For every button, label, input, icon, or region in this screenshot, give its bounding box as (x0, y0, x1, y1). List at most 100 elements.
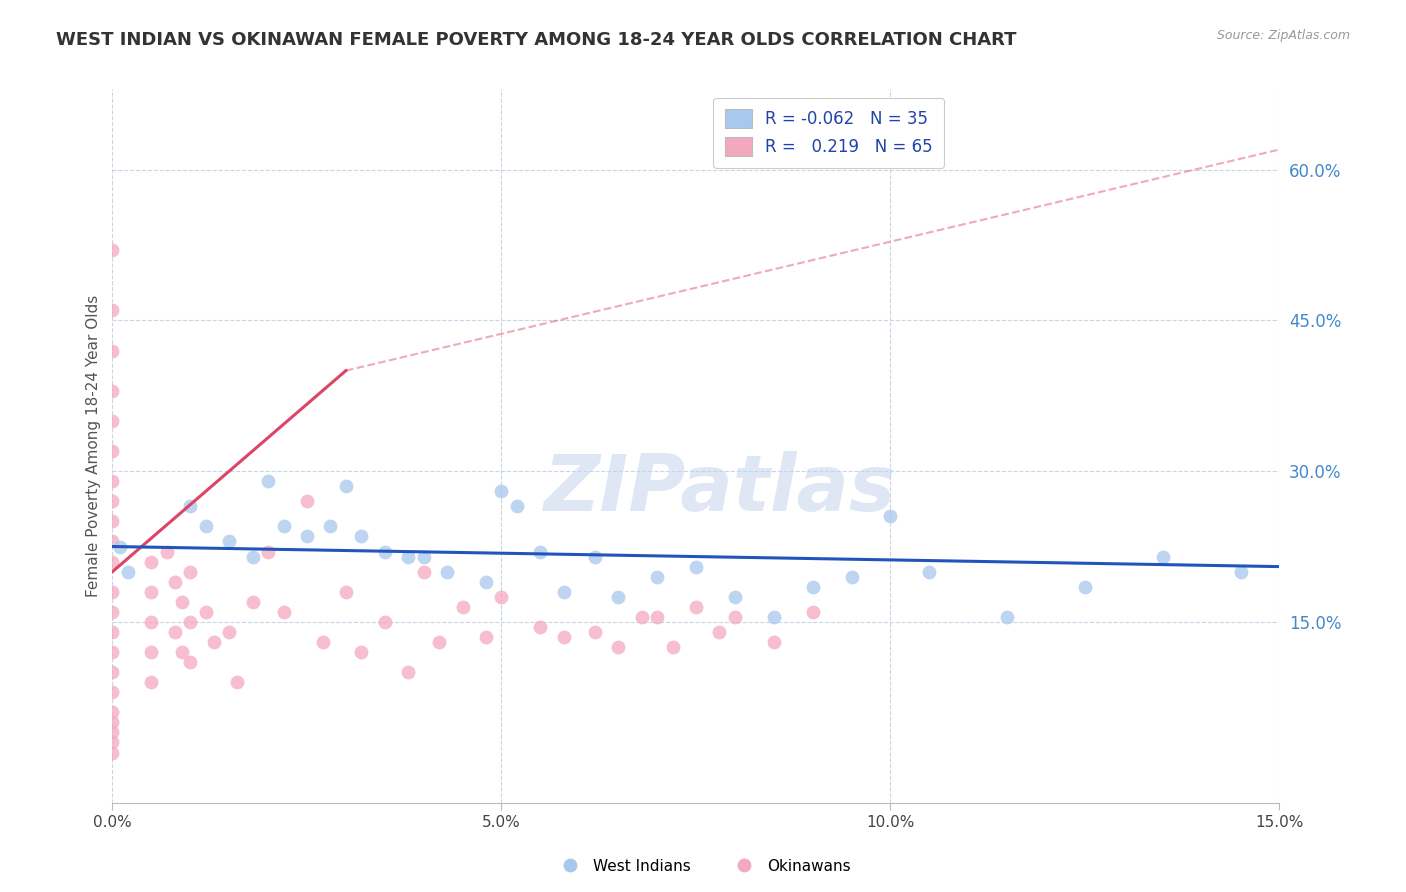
Point (141, 615, 163, 629)
Point (101, 303, 124, 318)
Point (141, 584, 163, 599)
Point (1074, 580, 1097, 594)
Point (110, 540, 132, 554)
Point (475, 574, 498, 589)
Point (101, 243, 124, 257)
Point (295, 529, 318, 543)
Point (645, 610, 668, 624)
Point (202, 635, 225, 649)
Point (374, 615, 396, 629)
Point (101, 746, 124, 760)
Point (801, 605, 824, 619)
Point (879, 509, 901, 524)
Point (918, 565, 941, 579)
Point (841, 569, 863, 583)
Point (583, 549, 606, 564)
Legend: West Indians, Okinawans: West Indians, Okinawans (548, 853, 858, 880)
Point (724, 610, 747, 624)
Point (101, 725, 124, 739)
Point (295, 494, 318, 508)
Point (427, 635, 450, 649)
Point (475, 630, 498, 644)
Point (529, 544, 551, 558)
Point (491, 484, 513, 499)
Point (724, 590, 747, 604)
Point (218, 624, 240, 639)
Point (661, 640, 683, 654)
Point (709, 624, 731, 639)
Point (101, 735, 124, 749)
Point (396, 549, 419, 564)
Point (257, 544, 280, 558)
Point (163, 574, 186, 589)
Y-axis label: Female Poverty Among 18-24 Year Olds: Female Poverty Among 18-24 Year Olds (86, 295, 101, 597)
Point (583, 624, 606, 639)
Text: Source: ZipAtlas.com: Source: ZipAtlas.com (1216, 29, 1350, 42)
Point (101, 515, 124, 529)
Point (141, 645, 163, 659)
Point (101, 534, 124, 549)
Point (101, 715, 124, 730)
Point (101, 384, 124, 398)
Point (101, 343, 124, 358)
Point (553, 584, 575, 599)
Point (101, 665, 124, 680)
Point (374, 544, 396, 558)
Point (179, 615, 201, 629)
Point (645, 569, 668, 583)
Point (412, 565, 434, 579)
Point (350, 529, 373, 543)
Point (311, 635, 333, 649)
Point (179, 500, 201, 514)
Point (141, 675, 163, 690)
Point (156, 544, 179, 558)
Point (194, 519, 217, 533)
Point (273, 519, 295, 533)
Point (179, 565, 201, 579)
Point (273, 605, 295, 619)
Point (762, 610, 785, 624)
Point (242, 549, 264, 564)
Point (995, 610, 1018, 624)
Point (101, 685, 124, 699)
Point (141, 555, 163, 569)
Point (194, 605, 217, 619)
Point (630, 610, 652, 624)
Point (436, 565, 458, 579)
Point (226, 675, 249, 690)
Point (101, 474, 124, 488)
Point (685, 559, 707, 574)
Point (179, 655, 201, 669)
Point (553, 630, 575, 644)
Point (101, 494, 124, 508)
Point (762, 635, 785, 649)
Point (319, 519, 342, 533)
Point (506, 500, 529, 514)
Point (101, 645, 124, 659)
Point (172, 595, 194, 609)
Point (257, 474, 280, 488)
Point (101, 444, 124, 458)
Point (350, 645, 373, 659)
Text: ZIPatlas: ZIPatlas (543, 450, 896, 527)
Point (1152, 549, 1174, 564)
Point (529, 620, 551, 634)
Text: WEST INDIAN VS OKINAWAN FEMALE POVERTY AMONG 18-24 YEAR OLDS CORRELATION CHART: WEST INDIAN VS OKINAWAN FEMALE POVERTY A… (56, 31, 1017, 49)
Point (218, 534, 240, 549)
Point (101, 584, 124, 599)
Point (607, 590, 630, 604)
Point (163, 624, 186, 639)
Point (607, 640, 630, 654)
Point (172, 645, 194, 659)
Point (101, 555, 124, 569)
Point (117, 565, 139, 579)
Point (335, 584, 357, 599)
Point (242, 595, 264, 609)
Point (685, 599, 707, 614)
Point (101, 706, 124, 720)
Point (101, 605, 124, 619)
Point (412, 549, 434, 564)
Point (451, 599, 474, 614)
Point (335, 479, 357, 493)
Point (1229, 565, 1251, 579)
